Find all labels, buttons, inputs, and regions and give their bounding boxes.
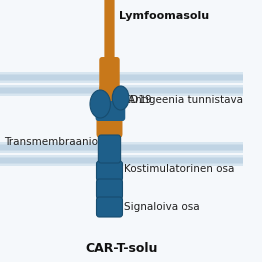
FancyBboxPatch shape: [0, 72, 244, 83]
FancyBboxPatch shape: [96, 101, 125, 121]
FancyBboxPatch shape: [96, 197, 122, 217]
FancyBboxPatch shape: [96, 106, 122, 138]
Ellipse shape: [90, 90, 110, 118]
FancyBboxPatch shape: [96, 161, 122, 181]
FancyBboxPatch shape: [0, 142, 244, 153]
FancyBboxPatch shape: [0, 155, 244, 166]
FancyBboxPatch shape: [0, 157, 244, 163]
FancyBboxPatch shape: [104, 0, 114, 64]
FancyBboxPatch shape: [0, 145, 244, 150]
FancyBboxPatch shape: [0, 85, 244, 96]
Ellipse shape: [112, 86, 129, 110]
FancyBboxPatch shape: [0, 88, 244, 94]
Text: Signaloiva osa: Signaloiva osa: [124, 202, 200, 212]
FancyBboxPatch shape: [98, 135, 121, 163]
Text: CAR-T-solu: CAR-T-solu: [85, 242, 158, 254]
Text: Antigeenia tunnistava: Antigeenia tunnistava: [128, 95, 243, 105]
Text: Kostimulatorinen osa: Kostimulatorinen osa: [124, 164, 235, 174]
FancyBboxPatch shape: [99, 57, 120, 93]
Text: CD19: CD19: [123, 95, 152, 105]
FancyBboxPatch shape: [99, 85, 120, 115]
FancyBboxPatch shape: [0, 74, 244, 80]
Text: Transmembraaniosa: Transmembraaniosa: [4, 137, 110, 147]
FancyBboxPatch shape: [96, 179, 122, 199]
Text: Lymfoomasolu: Lymfoomasolu: [119, 11, 209, 21]
